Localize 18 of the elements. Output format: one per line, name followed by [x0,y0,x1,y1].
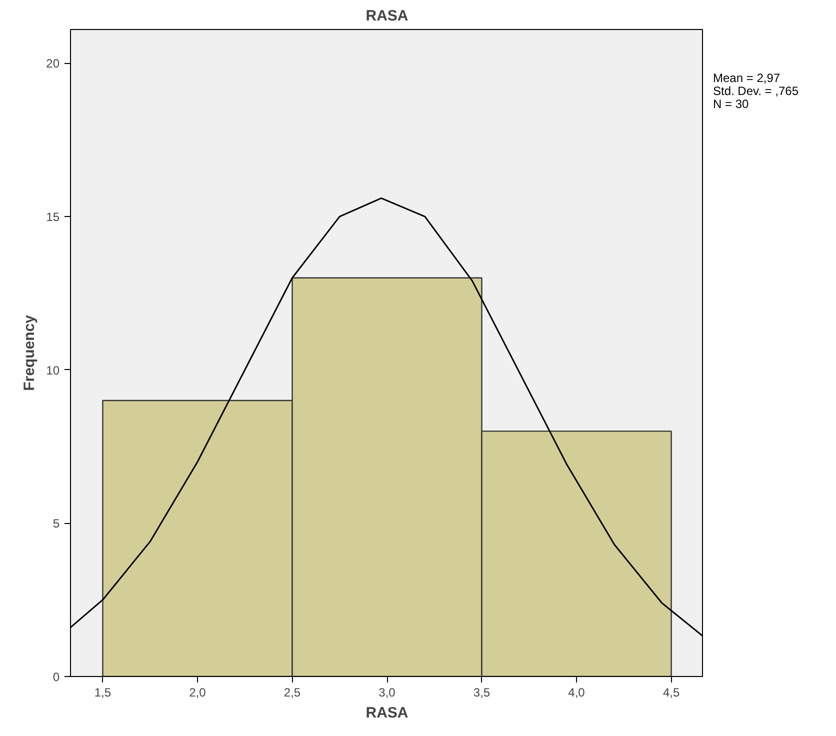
chart-title: RASA [366,8,408,24]
text: N = 30 [713,97,749,111]
x-tick-label: 2,0 [189,686,206,700]
y-tick-label: 0 [52,670,60,684]
x-tick-label: 3,5 [473,686,490,700]
y-tick-label: 20 [46,56,60,71]
y-tick-label: 15 [46,210,60,224]
y-tick-label: 10 [46,363,60,378]
x-axis-title: RASA [366,704,408,722]
y-axis-title: Frequency [21,314,38,391]
y-tick-label: 5 [52,516,60,531]
text: Std. Dev. = ,765 [713,84,798,98]
x-tick-label: 4,0 [568,686,586,700]
text: Mean = 2,97 [713,71,780,85]
x-tick-label: 2,5 [284,686,301,700]
x-tick-label: 4,5 [662,686,680,700]
x-tick-label: 3,0 [378,686,396,700]
x-tick-label: 1,5 [94,686,112,700]
